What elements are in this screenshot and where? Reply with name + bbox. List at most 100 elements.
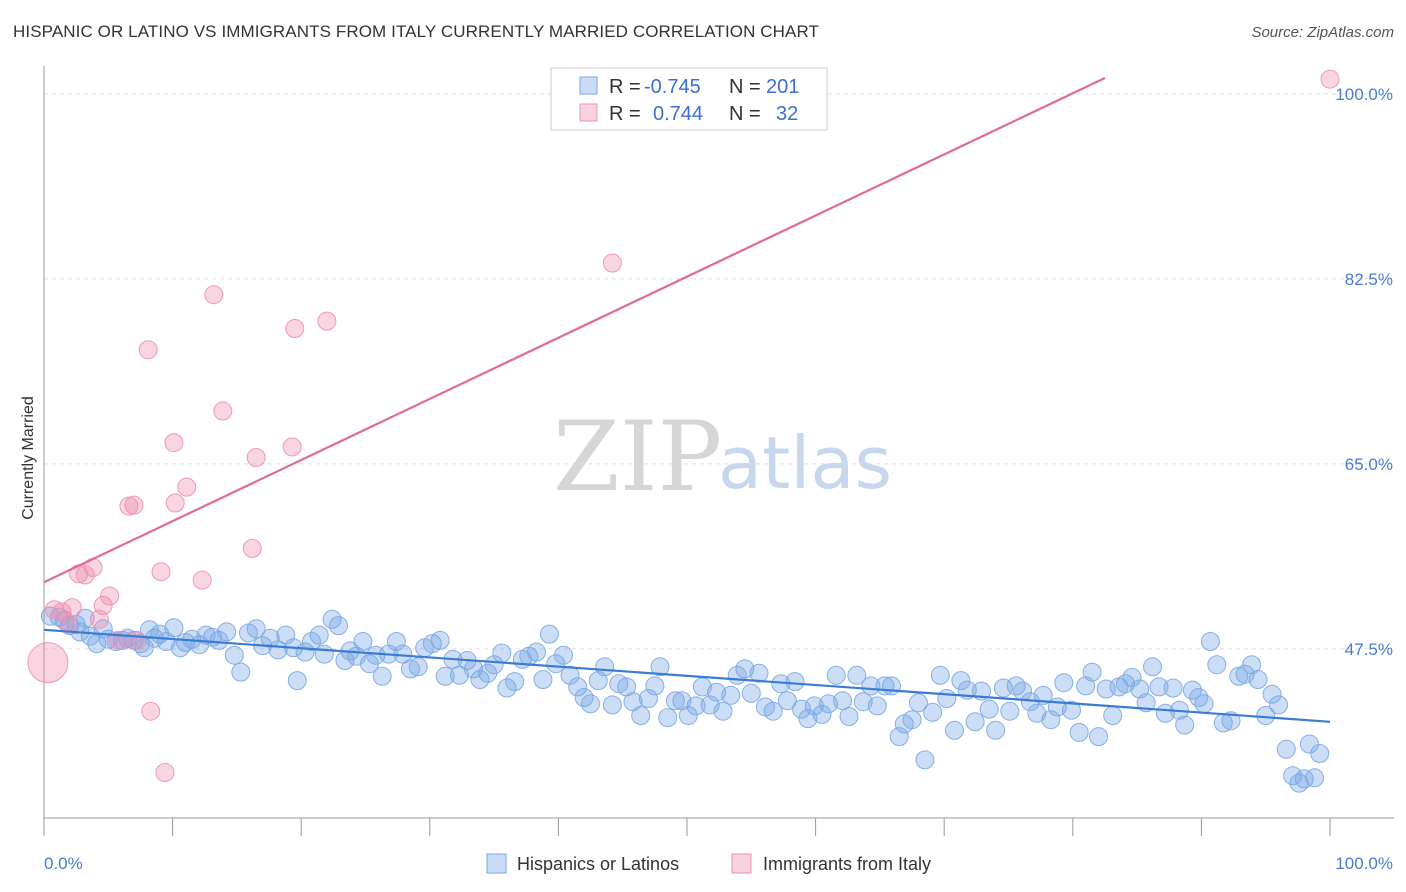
point-hispanic-154 (1082, 662, 1102, 682)
point-italy-0 (27, 642, 69, 684)
point-hispanic-108 (763, 701, 783, 721)
point-italy-15 (138, 340, 158, 360)
point-italy-6 (75, 565, 95, 585)
point-hispanic-85 (602, 695, 622, 715)
point-hispanic-131 (923, 702, 943, 722)
point-hispanic-102 (721, 685, 741, 705)
watermark-zip: ZIP (553, 401, 722, 513)
point-italy-23 (204, 285, 224, 305)
point-hispanic-86 (609, 674, 629, 694)
point-italy-14 (124, 495, 144, 515)
point-italy-24 (213, 401, 233, 421)
trend-line-hispanic (43, 628, 1331, 723)
point-hispanic-179 (1248, 670, 1268, 689)
point-hispanic-60 (430, 630, 450, 650)
point-hispanic-133 (937, 689, 957, 708)
point-hispanic-80 (568, 677, 588, 697)
point-hispanic-90 (638, 689, 658, 708)
point-hispanic-66 (470, 670, 490, 689)
source-label: Source: ZipAtlas.com (1251, 24, 1394, 41)
point-hispanic-140 (986, 720, 1006, 740)
axes (43, 66, 1394, 836)
point-italy-28 (285, 319, 305, 338)
tick-labels: 47.5% 65.0% 82.5% 100.0% 0.0% 100.0% (44, 85, 1393, 873)
point-hispanic-110 (777, 691, 797, 711)
point-hispanic-39 (287, 671, 307, 691)
legend-r-value-hispanic: -0.745 (644, 76, 701, 98)
point-hispanic-175 (1221, 711, 1241, 731)
point-hispanic-79 (560, 665, 580, 685)
point-hispanic-59 (422, 634, 442, 654)
point-hispanic-123 (867, 696, 887, 716)
point-italy-17 (151, 562, 171, 582)
point-hispanic-74 (527, 642, 546, 662)
trend-line-italy (43, 77, 1106, 584)
point-hispanic-177 (1235, 664, 1255, 684)
point-hispanic-41 (302, 632, 321, 651)
point-hispanic-21 (164, 618, 184, 638)
y-tick-label-1: 65.0% (1345, 455, 1393, 474)
point-hispanic-92 (650, 657, 670, 677)
point-hispanic-119 (839, 707, 859, 726)
point-hispanic-122 (861, 676, 881, 696)
point-hispanic-173 (1207, 655, 1227, 675)
point-hispanic-84 (595, 657, 615, 677)
point-hispanic-171 (1194, 694, 1214, 714)
point-hispanic-56 (401, 659, 420, 679)
point-hispanic-166 (1163, 678, 1183, 698)
point-hispanic-139 (979, 699, 999, 719)
point-hispanic-6 (75, 608, 95, 628)
point-hispanic-181 (1262, 684, 1282, 704)
point-italy-18 (155, 763, 175, 782)
point-hispanic-135 (951, 671, 971, 691)
legend-n-value-italy: 32 (776, 103, 798, 125)
y-tick-label-0: 47.5% (1345, 640, 1393, 659)
point-italy-20 (165, 493, 185, 513)
x-tick-label-1: 100.0% (1335, 854, 1393, 873)
point-hispanic-189 (1310, 744, 1330, 763)
point-hispanic-128 (902, 710, 922, 730)
x-tick-label-0: 0.0% (44, 854, 83, 873)
point-hispanic-184 (1283, 766, 1303, 786)
point-hispanic-188 (1305, 768, 1325, 788)
grid-lines (44, 93, 1394, 650)
point-hispanic-57 (408, 657, 428, 677)
point-hispanic-186 (1294, 769, 1314, 789)
point-italy-4 (62, 598, 82, 618)
point-hispanic-106 (749, 663, 769, 683)
top-legend: R = -0.745 N = 201 R = 0.744 N = 32 (550, 67, 828, 131)
point-hispanic-69 (492, 643, 512, 663)
point-hispanic-43 (314, 644, 334, 664)
bottom-legend-label-italy: Immigrants from Italy (763, 854, 931, 874)
point-hispanic-89 (631, 706, 651, 725)
point-italy-30 (602, 253, 622, 273)
point-italy-22 (192, 570, 212, 590)
point-italy-25 (242, 538, 262, 558)
trend-lines (43, 77, 1331, 723)
point-hispanic-137 (965, 712, 985, 732)
bottom-legend-swatch-hispanic (486, 853, 507, 874)
point-hispanic-130 (915, 750, 935, 770)
point-hispanic-116 (819, 694, 838, 714)
point-hispanic-96 (678, 706, 698, 725)
point-hispanic-164 (1149, 677, 1169, 697)
point-italy-10 (100, 586, 120, 606)
point-hispanic-151 (1062, 700, 1081, 720)
point-hispanic-121 (853, 692, 873, 712)
point-hispanic-170 (1189, 688, 1209, 707)
point-hispanic-100 (707, 682, 727, 702)
point-hispanic-115 (812, 704, 832, 724)
point-hispanic-52 (372, 666, 392, 686)
point-italy-26 (246, 448, 266, 467)
point-hispanic-168 (1175, 715, 1195, 735)
point-hispanic-91 (645, 676, 665, 696)
point-hispanic-155 (1089, 727, 1108, 747)
point-italy-27 (282, 437, 302, 457)
point-hispanic-129 (909, 693, 928, 713)
point-hispanic-29 (217, 622, 237, 642)
point-hispanic-75 (533, 670, 553, 689)
point-hispanic-97 (686, 696, 706, 716)
watermark-atlas: atlas (718, 421, 892, 505)
y-axis-label: Currently Married (20, 396, 37, 520)
